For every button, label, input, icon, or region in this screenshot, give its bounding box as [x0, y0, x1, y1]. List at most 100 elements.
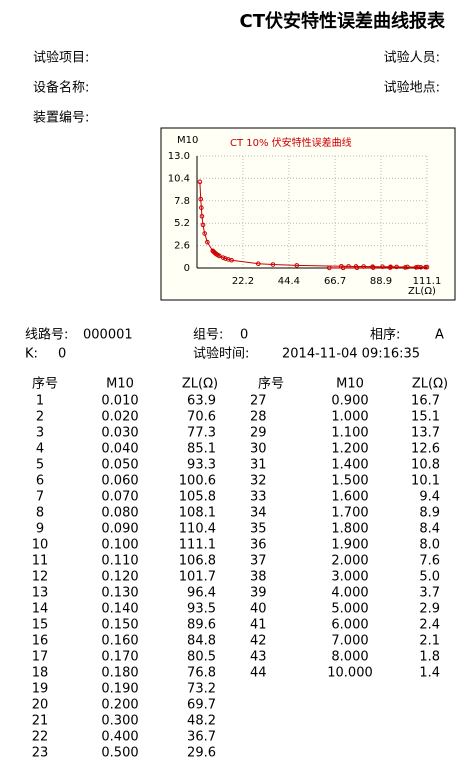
info-label: 相序: — [370, 328, 400, 343]
info-value: 0 — [240, 328, 248, 343]
row-index: 40 — [250, 602, 267, 617]
row-index: 1 — [36, 394, 44, 409]
row-index: 16 — [32, 634, 49, 649]
point — [255, 261, 261, 266]
cell-m10: 8.000 — [331, 650, 368, 665]
y-tick-label: 7.8 — [174, 196, 190, 207]
column-header: 序号 — [258, 377, 284, 392]
row-index: 4 — [36, 442, 44, 457]
row-index: 34 — [250, 506, 267, 521]
cell-m10: 1.500 — [331, 474, 368, 489]
cell-m10: 0.130 — [101, 586, 138, 601]
y-tick-label: 13.0 — [168, 151, 190, 162]
cell-zl: 108.1 — [179, 506, 216, 521]
cell-zl: 15.1 — [411, 410, 440, 425]
cell-m10: 5.000 — [331, 602, 368, 617]
point — [361, 264, 366, 269]
cell-zl: 76.8 — [187, 666, 216, 681]
cell-zl: 1.4 — [419, 666, 440, 681]
cell-m10: 0.110 — [101, 554, 138, 569]
cell-m10: 0.010 — [101, 394, 138, 409]
cell-m10: 0.190 — [101, 682, 138, 697]
row-index: 29 — [250, 426, 267, 441]
row-index: 19 — [32, 682, 49, 697]
cell-zl: 13.7 — [411, 426, 440, 441]
row-index: 35 — [250, 522, 267, 537]
row-index: 39 — [250, 586, 267, 601]
point — [415, 264, 421, 270]
cell-m10: 0.030 — [101, 426, 138, 441]
point — [353, 264, 359, 269]
point — [197, 179, 203, 185]
point — [211, 249, 216, 254]
cell-m10: 0.070 — [101, 490, 138, 505]
point — [338, 263, 344, 269]
cell-m10: 0.150 — [101, 618, 138, 633]
cell-zl: 96.4 — [187, 586, 216, 601]
cell-m10: 1.600 — [331, 490, 368, 505]
point — [346, 264, 351, 269]
row-index: 30 — [250, 442, 267, 457]
row-index: 41 — [250, 618, 267, 633]
y-tick-label: 10.4 — [168, 173, 190, 184]
chart-frame — [160, 127, 456, 301]
row-index: 37 — [250, 554, 267, 569]
point — [205, 239, 210, 245]
info-value: 2014-11-04 09:16:35 — [282, 347, 420, 362]
cell-m10: 0.500 — [101, 746, 138, 761]
info-value: 000001 — [83, 328, 133, 343]
row-index: 11 — [32, 554, 49, 569]
point — [199, 214, 205, 219]
info-label: 线路号: — [25, 327, 68, 343]
cell-m10: 0.090 — [101, 522, 138, 537]
cell-m10: 0.900 — [331, 394, 368, 409]
cell-m10: 10.000 — [327, 666, 373, 681]
cell-m10: 1.100 — [331, 426, 368, 441]
x-tick-label: 88.9 — [370, 276, 392, 287]
cell-zl: 2.1 — [419, 634, 440, 649]
cell-zl: 77.3 — [187, 426, 216, 441]
cell-zl: 2.4 — [419, 618, 440, 633]
row-index: 36 — [250, 538, 267, 553]
row-index: 27 — [250, 394, 267, 409]
point — [270, 262, 276, 267]
cell-zl: 16.7 — [411, 394, 440, 409]
cell-zl: 48.2 — [187, 714, 216, 729]
cell-zl: 8.0 — [419, 538, 440, 553]
cell-m10: 0.400 — [101, 730, 138, 745]
row-index: 8 — [36, 506, 44, 521]
cell-m10: 0.180 — [101, 666, 138, 681]
point — [405, 264, 410, 270]
row-index: 32 — [250, 474, 267, 489]
row-index: 31 — [250, 458, 267, 473]
info-value: A — [435, 328, 444, 343]
cell-zl: 80.5 — [187, 650, 216, 665]
cell-zl: 93.5 — [187, 602, 216, 617]
point — [370, 264, 375, 269]
y-tick-label: 2.6 — [174, 241, 190, 252]
x-tick-label: 66.7 — [324, 276, 346, 287]
cell-m10: 0.020 — [101, 410, 138, 425]
cell-m10: 0.060 — [101, 474, 138, 489]
cell-zl: 1.8 — [419, 650, 440, 665]
cell-m10: 1.900 — [331, 538, 368, 553]
point — [402, 265, 408, 270]
row-index: 7 — [36, 490, 44, 505]
report-title: CT伏安特性误差曲线报表 — [240, 10, 446, 32]
cell-zl: 8.9 — [419, 506, 440, 521]
cell-m10: 1.200 — [331, 442, 368, 457]
cell-zl: 105.8 — [179, 490, 216, 505]
row-index: 12 — [32, 570, 49, 585]
column-header: 序号 — [32, 377, 58, 392]
point — [202, 231, 207, 236]
field-label: 设备名称: — [33, 80, 89, 96]
cell-zl: 10.8 — [411, 458, 440, 473]
row-index: 33 — [250, 490, 267, 505]
cell-m10: 1.800 — [331, 522, 368, 537]
point — [210, 248, 216, 254]
cell-m10: 0.170 — [101, 650, 138, 665]
row-index: 23 — [32, 746, 49, 761]
cell-zl: 111.1 — [179, 538, 216, 553]
point — [424, 264, 430, 270]
cell-m10: 1.700 — [331, 506, 368, 521]
